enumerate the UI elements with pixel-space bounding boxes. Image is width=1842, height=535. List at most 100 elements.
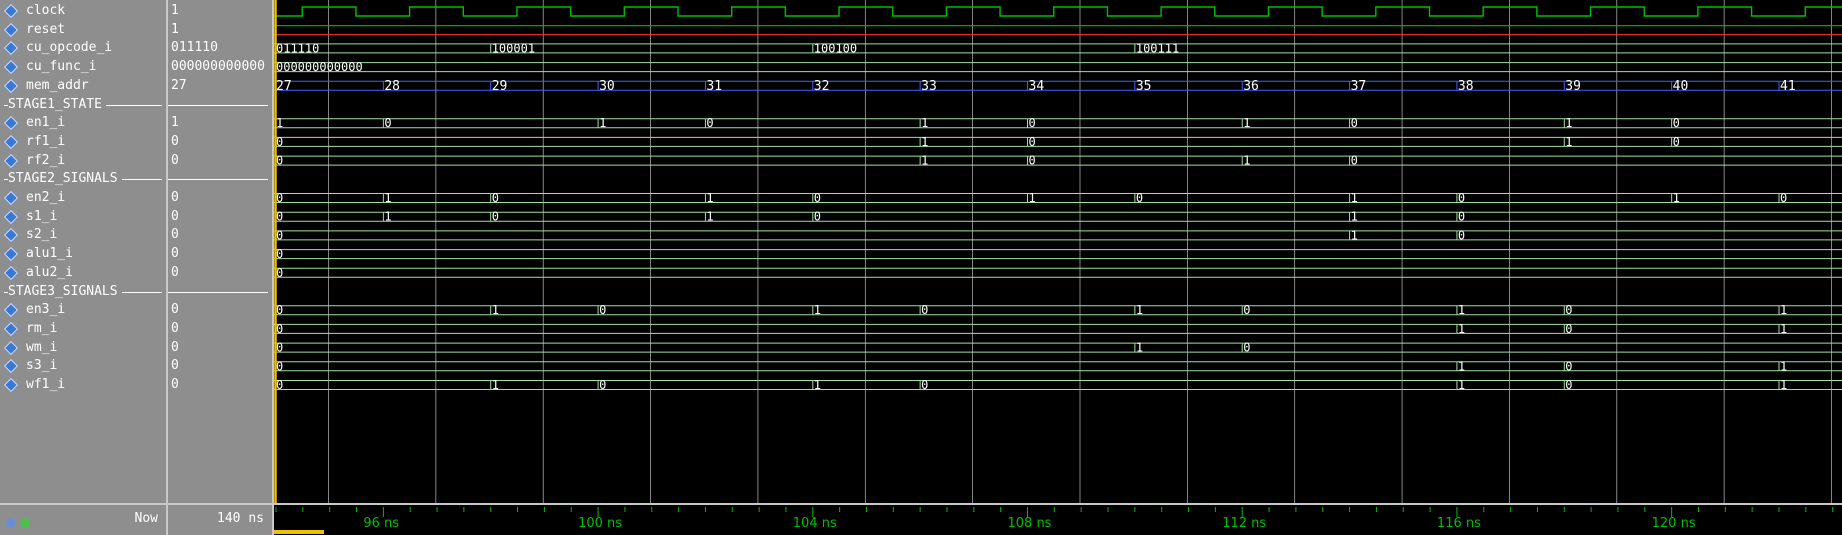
signal-diamond-icon[interactable] xyxy=(3,359,19,374)
zoom-out-icon[interactable] xyxy=(6,518,16,528)
signal-diamond-icon[interactable] xyxy=(3,22,19,37)
signal-name[interactable]: s1_i xyxy=(26,208,58,224)
waveform-wm_i[interactable]: 0 1 0 xyxy=(274,341,1842,355)
signal-name[interactable]: alu1_i xyxy=(26,246,73,262)
signal-diamond-icon[interactable] xyxy=(3,209,19,224)
transition-value: 0 xyxy=(1565,322,1572,336)
transition-value: 1 xyxy=(1565,135,1572,149)
signal-diamond-icon[interactable] xyxy=(3,41,19,56)
waveform-en1_i[interactable]: 1 0 1 0 1 0 1 0 1 0 xyxy=(274,116,1842,130)
signal-diamond-icon[interactable] xyxy=(3,321,19,336)
pane-splitter-values[interactable] xyxy=(272,0,274,535)
group-divider-value-line xyxy=(168,283,268,301)
transition-value: 31 xyxy=(706,79,722,94)
waveform-mem_addr[interactable]: 27 28 29 30 31 32 33 34 35 36 37 38 39 40 41 xyxy=(274,79,1842,94)
clock-trace xyxy=(274,6,1842,17)
transition-value: 0 xyxy=(1243,341,1250,355)
signal-diamond-icon[interactable] xyxy=(3,265,19,280)
signal-diamond-icon[interactable] xyxy=(3,153,19,168)
signal-value: 0 xyxy=(171,264,179,280)
group-divider[interactable]: STAGE3_SIGNALS xyxy=(4,282,162,301)
transition-value: 1 xyxy=(1458,378,1465,392)
signal-diamond-icon[interactable] xyxy=(3,303,19,318)
waveform-cu_opcode_i[interactable]: 011110 100001 100100 100111 xyxy=(274,41,1842,55)
transition-value: 1 xyxy=(599,116,606,130)
transition-value: 1 xyxy=(706,191,713,205)
waveform-rm_i[interactable]: 0 1 0 1 xyxy=(274,322,1842,336)
transition-value: 000000000000 xyxy=(276,60,363,74)
timeline-separator xyxy=(0,503,1842,505)
signal-name[interactable]: en3_i xyxy=(26,302,66,318)
waveform-s3_i[interactable]: 0 1 0 1 xyxy=(274,359,1842,373)
signal-name[interactable]: cu_func_i xyxy=(26,59,97,75)
signal-name[interactable]: rf2_i xyxy=(26,152,66,168)
signal-value: 0 xyxy=(171,320,179,336)
signal-diamond-icon[interactable] xyxy=(3,228,19,243)
ruler-label: 100 ns xyxy=(578,516,622,531)
signal-value: 1 xyxy=(171,115,179,131)
transition-value: 0 xyxy=(276,154,283,168)
signal-name[interactable]: en2_i xyxy=(26,190,66,205)
signal-diamond-icon[interactable] xyxy=(3,247,19,262)
waveform-en2_i[interactable]: 0 1 0 1 0 1 0 1 0 1 0 xyxy=(274,191,1842,205)
waveform-s1_i[interactable]: 0 1 0 1 0 1 0 xyxy=(274,210,1842,224)
waveform-rf1_i[interactable]: 0 1 0 1 0 xyxy=(274,135,1842,149)
signal-name[interactable]: wf1_i xyxy=(26,377,66,392)
waveform-cu_func_i[interactable]: 000000000000 xyxy=(274,60,1842,74)
signal-name[interactable]: s3_i xyxy=(26,358,58,374)
transition-value: 1 xyxy=(1780,303,1787,317)
transition-value: 1 xyxy=(814,303,821,317)
add-cursor-icon[interactable] xyxy=(20,518,30,528)
waveform-s2_i[interactable]: 0 1 0 xyxy=(274,228,1842,242)
signal-diamond-icon[interactable] xyxy=(3,190,19,206)
transition-value: 1 xyxy=(1458,359,1465,373)
signal-name[interactable]: clock xyxy=(26,3,66,18)
group-divider[interactable]: STAGE2_SIGNALS xyxy=(4,170,162,189)
signal-name[interactable]: rf1_i xyxy=(26,133,66,149)
signal-diamond-icon[interactable] xyxy=(3,78,19,93)
waveform-wf1_i[interactable]: 0 1 0 1 0 1 0 1 xyxy=(274,378,1842,392)
group-divider[interactable]: STAGE1_STATE xyxy=(4,95,162,114)
waveform-en3_i[interactable]: 0 1 0 1 0 1 0 1 0 1 xyxy=(274,303,1842,317)
transition-value: 1 xyxy=(1780,378,1787,392)
transition-value: 0 xyxy=(276,359,283,373)
signal-name[interactable]: alu2_i xyxy=(26,264,73,280)
pane-splitter-names[interactable] xyxy=(166,0,168,535)
transition-value: 1 xyxy=(814,378,821,392)
signal-name[interactable]: s2_i xyxy=(26,227,58,243)
signal-name[interactable]: en1_i xyxy=(26,115,66,131)
transition-value: 1 xyxy=(1458,303,1465,317)
transition-value: 0 xyxy=(599,303,606,317)
signal-value: 0 xyxy=(171,227,179,243)
signal-name[interactable]: wm_i xyxy=(26,339,58,355)
waveform-rf2_i[interactable]: 0 1 0 1 0 xyxy=(274,154,1842,168)
now-row-name-cell: Now xyxy=(0,505,166,535)
group-divider-label: STAGE2_SIGNALS xyxy=(8,170,122,189)
transition-value: 39 xyxy=(1565,79,1581,94)
signal-diamond-icon[interactable] xyxy=(3,116,19,131)
transition-value: 1 xyxy=(1565,116,1572,130)
time-ruler[interactable]: 96 ns 100 ns 104 ns 108 ns 112 ns 116 ns 120 n… xyxy=(275,507,1834,531)
ruler-label: 108 ns xyxy=(1008,516,1052,531)
signal-value: 0 xyxy=(171,152,179,168)
waveform-alu1_i[interactable]: 0 xyxy=(274,247,1842,261)
scroll-thumb[interactable] xyxy=(274,530,324,534)
signal-name[interactable]: rm_i xyxy=(26,320,58,336)
waveform-alu2_i[interactable]: 0 xyxy=(274,266,1842,280)
signal-diamond-icon[interactable] xyxy=(3,340,19,355)
transition-value: 0 xyxy=(276,266,283,280)
signal-value: 011110 xyxy=(171,40,218,56)
transition-value: 0 xyxy=(276,378,283,392)
signal-diamond-icon[interactable] xyxy=(3,377,19,393)
signal-diamond-icon[interactable] xyxy=(3,3,19,19)
waveform-clock[interactable] xyxy=(274,6,1842,17)
signal-name[interactable]: mem_addr xyxy=(26,77,89,93)
signal-name[interactable]: cu_opcode_i xyxy=(26,40,113,56)
transition-value: 0 xyxy=(921,303,928,317)
signal-diamond-icon[interactable] xyxy=(3,134,19,149)
signal-diamond-icon[interactable] xyxy=(3,60,19,75)
transition-value: 37 xyxy=(1351,79,1367,94)
signal-name[interactable]: reset xyxy=(26,21,66,37)
waveform-reset[interactable] xyxy=(274,25,1842,36)
